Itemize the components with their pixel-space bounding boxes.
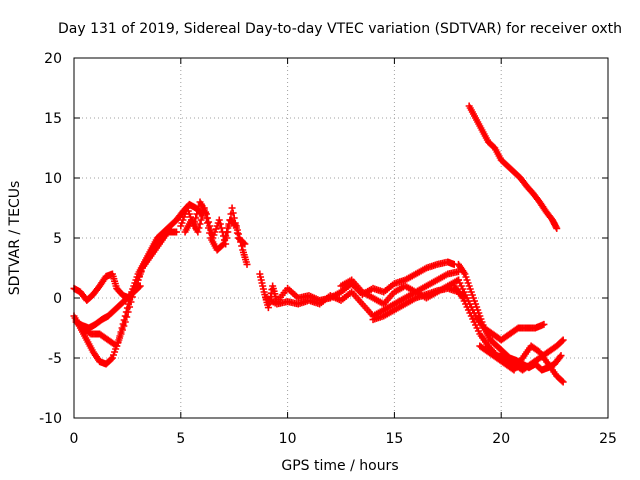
data-point — [121, 312, 129, 320]
data-point — [221, 236, 229, 244]
x-tick-label: 15 — [385, 431, 403, 447]
data-point — [136, 272, 144, 280]
data-point — [118, 326, 126, 334]
data-point — [133, 280, 141, 288]
data-point — [192, 214, 200, 222]
data-point — [222, 232, 230, 240]
y-axis-label: SDTVAR / TECUs — [7, 181, 23, 296]
x-tick-label: 20 — [492, 431, 510, 447]
data-point — [136, 282, 144, 290]
series-track-14 — [476, 342, 567, 386]
data-point — [234, 230, 242, 238]
plot-frame — [73, 57, 609, 419]
y-tick-label: 0 — [53, 291, 62, 307]
x-tick-label: 0 — [70, 431, 79, 447]
data-point — [201, 209, 209, 217]
data-point — [229, 209, 237, 217]
data-point — [205, 218, 213, 226]
data-point — [194, 228, 202, 236]
series-track-15 — [465, 102, 561, 232]
data-point — [173, 228, 181, 236]
y-tick-label: 20 — [44, 51, 62, 67]
data-point — [231, 221, 239, 229]
data-point — [121, 318, 129, 326]
data-point — [197, 216, 205, 224]
data-point — [553, 224, 561, 232]
data-point — [238, 242, 246, 250]
x-tick-label: 5 — [176, 431, 185, 447]
data-point — [124, 308, 132, 316]
data-point — [134, 276, 142, 284]
data-point — [193, 210, 201, 218]
data-point — [223, 228, 231, 236]
data-point — [236, 234, 244, 242]
y-tick-label: 10 — [44, 171, 62, 187]
data-markers — [70, 102, 567, 386]
data-point — [137, 268, 145, 276]
data-point — [540, 320, 548, 328]
data-point — [232, 222, 240, 230]
chart-title: Day 131 of 2019, Sidereal Day-to-day VTE… — [58, 21, 622, 37]
data-point — [558, 377, 566, 385]
data-point — [130, 288, 138, 296]
data-point — [206, 229, 214, 237]
y-tick-label: -10 — [39, 411, 62, 427]
data-point — [116, 334, 124, 342]
data-point — [559, 336, 567, 344]
data-point — [556, 353, 564, 361]
data-point — [127, 298, 135, 306]
series-track-12 — [454, 276, 548, 344]
x-tick-label: 25 — [599, 431, 617, 447]
y-tick-label: -5 — [48, 351, 62, 367]
data-point — [128, 293, 136, 301]
data-point — [237, 238, 245, 246]
data-point — [558, 337, 566, 345]
data-point — [216, 220, 224, 228]
data-point — [195, 224, 203, 232]
data-point — [243, 260, 251, 268]
series-track-6 — [181, 204, 251, 268]
data-point — [218, 241, 226, 249]
y-tick-label: 15 — [44, 111, 62, 127]
data-point — [114, 338, 122, 346]
data-point — [228, 204, 236, 212]
data-point — [131, 284, 139, 292]
y-tick-label: 5 — [53, 231, 62, 247]
data-point — [220, 240, 228, 248]
axis-ticks: 0 5 10 15 20 25 -10 -5 0 5 10 15 20 — [39, 51, 617, 447]
data-point — [117, 330, 125, 338]
data-point — [204, 219, 211, 227]
data-point — [126, 303, 134, 311]
series-track-4 — [79, 228, 181, 350]
series-track-10 — [369, 284, 469, 324]
data-point — [200, 204, 208, 212]
data-point — [202, 214, 210, 222]
data-point — [107, 355, 115, 363]
data-point — [205, 224, 213, 232]
data-point — [123, 313, 131, 321]
data-point — [557, 352, 565, 360]
data-point — [217, 224, 225, 232]
data-point — [224, 224, 232, 232]
data-point — [196, 220, 204, 228]
data-point — [215, 216, 223, 224]
data-point — [120, 322, 128, 330]
x-axis-label: GPS time / hours — [281, 458, 398, 474]
data-point — [113, 342, 121, 350]
x-tick-label: 10 — [279, 431, 297, 447]
data-point — [559, 378, 567, 386]
data-point — [194, 206, 202, 214]
data-point — [233, 226, 241, 234]
